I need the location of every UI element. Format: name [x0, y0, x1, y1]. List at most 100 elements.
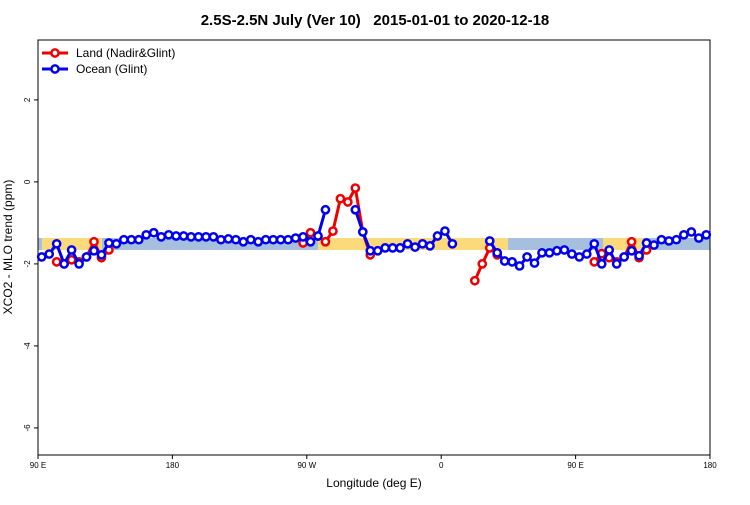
data-point — [89, 245, 99, 256]
x-tick-label: 90 E — [567, 461, 583, 470]
data-point — [305, 227, 316, 238]
data-point — [552, 245, 562, 256]
data-point — [664, 236, 674, 246]
data-point — [619, 252, 629, 262]
y-tick-label: 2 — [23, 97, 32, 102]
data-point — [59, 259, 69, 269]
data-point — [701, 229, 712, 240]
data-point — [641, 238, 652, 248]
data-point — [66, 245, 77, 255]
data-point — [96, 250, 107, 260]
data-point — [245, 234, 256, 245]
chart-title: 2.5S-2.5N July (Ver 10) 2015-01-01 to 20… — [201, 12, 550, 29]
data-point — [320, 204, 331, 215]
data-point — [357, 227, 368, 237]
data-point — [484, 236, 495, 246]
data-point — [89, 236, 99, 247]
data-point — [253, 236, 264, 247]
data-point — [290, 233, 301, 243]
x-tick-label: 180 — [703, 461, 717, 470]
data-point — [275, 234, 286, 245]
data-point — [171, 231, 181, 241]
data-point — [335, 193, 346, 204]
data-point — [51, 257, 62, 267]
data-point — [208, 231, 219, 242]
data-point — [596, 259, 607, 269]
x-tick-label: 90 W — [297, 461, 316, 470]
x-tick-label: 90 E — [30, 461, 46, 470]
data-point — [679, 229, 689, 240]
data-point — [343, 197, 353, 207]
data-point — [507, 257, 517, 267]
data-point — [529, 258, 540, 268]
y-tick-label: -6 — [23, 424, 32, 432]
data-point — [656, 234, 667, 245]
data-point — [156, 231, 167, 242]
data-point — [104, 238, 114, 248]
y-tick-label: -4 — [23, 342, 32, 350]
data-point — [693, 233, 704, 243]
data-point — [365, 245, 376, 256]
data-point — [537, 247, 547, 258]
data-point — [447, 238, 458, 249]
data-point — [51, 238, 62, 249]
data-point — [611, 259, 622, 269]
data-point — [372, 245, 383, 256]
data-point — [522, 252, 532, 262]
data-point — [216, 234, 226, 245]
legend-marker — [50, 48, 60, 58]
data-point — [201, 231, 211, 242]
data-point — [589, 257, 600, 267]
data-point — [380, 243, 391, 253]
data-point — [499, 256, 510, 266]
data-point — [395, 243, 405, 253]
data-point — [469, 275, 480, 286]
legend-label: Ocean (Glint) — [76, 62, 147, 76]
data-point — [589, 238, 600, 249]
data-point — [36, 252, 47, 262]
data-point — [432, 231, 443, 241]
data-point — [74, 259, 84, 269]
data-point — [260, 234, 271, 245]
y-axis-label: XCO2 - MLO trend (ppm) — [1, 180, 15, 315]
data-point — [141, 229, 152, 240]
data-point — [268, 234, 279, 245]
data-point — [119, 234, 129, 245]
data-point — [626, 245, 637, 256]
data-point — [298, 231, 308, 242]
legend-marker — [50, 64, 60, 74]
data-point — [440, 226, 450, 236]
data-point — [148, 227, 159, 238]
y-tick-label: 0 — [23, 179, 32, 184]
legend-label: Land (Nadir&Glint) — [76, 46, 175, 60]
data-point — [133, 234, 144, 245]
data-point — [567, 249, 577, 259]
data-point — [126, 234, 137, 245]
data-point — [604, 245, 615, 255]
data-point — [328, 226, 338, 236]
data-point — [44, 249, 55, 259]
data-point — [634, 250, 644, 261]
data-point — [417, 238, 428, 249]
data-point — [223, 234, 234, 244]
data-point — [649, 240, 659, 250]
data-point — [425, 241, 435, 251]
data-point — [111, 238, 122, 249]
x-tick-label: 0 — [439, 461, 444, 470]
y-tick-label: -2 — [23, 260, 32, 268]
data-point — [559, 245, 570, 255]
data-point — [387, 243, 398, 253]
data-point — [514, 261, 525, 271]
data-point — [492, 247, 503, 258]
data-point — [544, 247, 555, 258]
data-point — [350, 204, 361, 215]
data-point — [313, 231, 323, 241]
data-point — [626, 236, 637, 247]
data-point — [81, 252, 92, 262]
data-point — [231, 234, 241, 245]
data-point — [671, 234, 682, 245]
data-point — [402, 238, 413, 249]
data-point — [178, 231, 189, 241]
data-point — [350, 183, 361, 193]
